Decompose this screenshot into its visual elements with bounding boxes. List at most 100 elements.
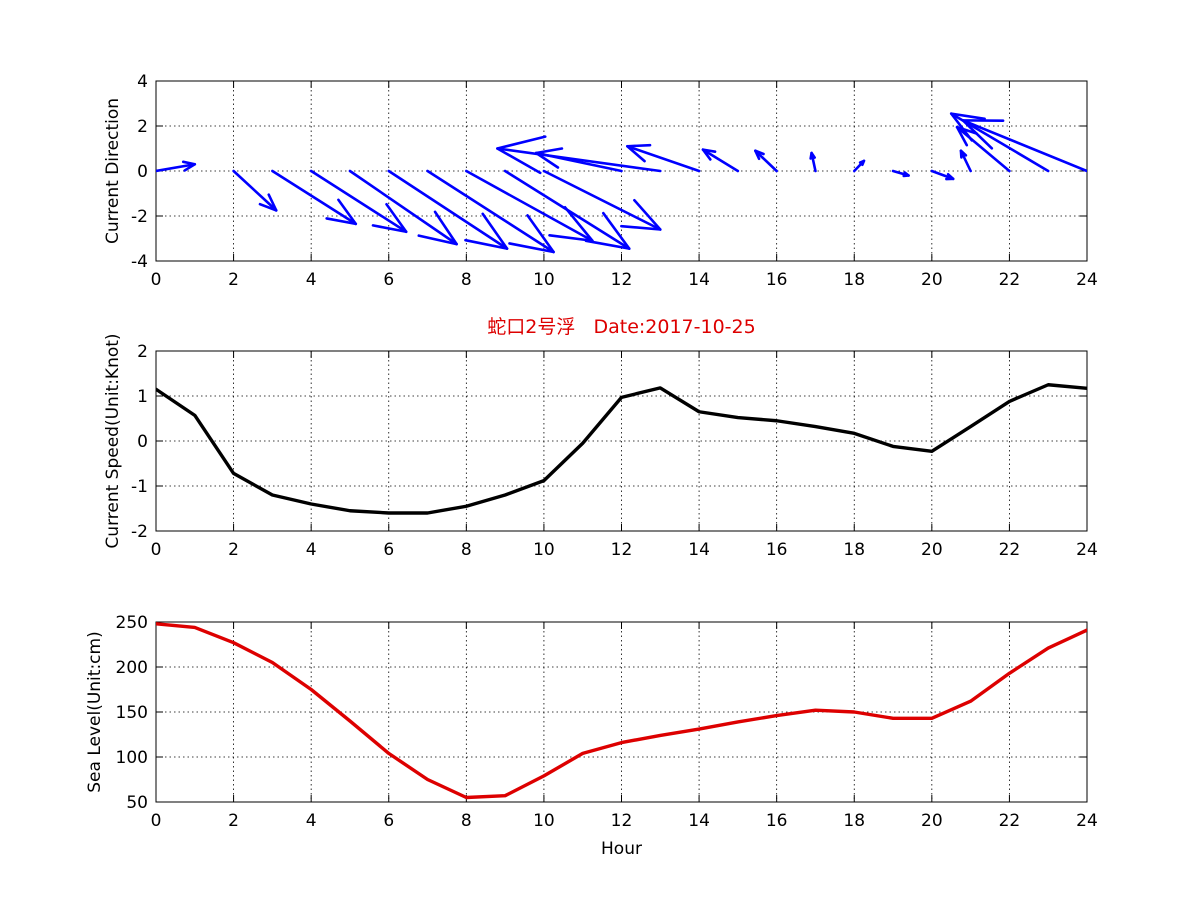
x-tick-label: 2 [228, 811, 239, 831]
current-arrow [232, 169, 278, 212]
x-tick-label: 6 [383, 270, 394, 290]
x-tick-label: 4 [306, 540, 317, 560]
x-tick-label: 18 [843, 811, 865, 831]
current-arrow [626, 143, 701, 173]
arrow-shaft [348, 169, 458, 246]
current-arrow [426, 169, 555, 254]
y-tick-label: 2 [137, 342, 148, 362]
arrow-head [809, 151, 816, 160]
current-arrow [809, 151, 817, 173]
arrow-head [258, 193, 278, 212]
y-tick-label: 150 [116, 703, 148, 723]
arrow-head [961, 119, 1005, 150]
y-tick-label: 200 [116, 658, 148, 678]
arrow-head [620, 198, 662, 231]
x-tick-label: 2 [228, 270, 239, 290]
x-tick-label: 22 [999, 270, 1021, 290]
x-tick-label: 14 [688, 811, 710, 831]
current-arrow [348, 169, 458, 246]
x-tick-label: 10 [533, 270, 555, 290]
x-tick-label: 24 [1076, 270, 1098, 290]
x-tick-label: 12 [611, 270, 633, 290]
arrow-head [626, 143, 652, 163]
y-tick-label: -2 [131, 207, 148, 227]
x-tick-label: 12 [611, 540, 633, 560]
arrow-shaft [503, 169, 631, 250]
y-tick-label: 2 [137, 117, 148, 137]
arrow-shaft [387, 169, 509, 250]
x-tick-label: 20 [921, 811, 943, 831]
current-arrow [961, 119, 1087, 173]
current-arrow [309, 169, 408, 234]
current-arrow [271, 169, 358, 226]
y-tick-label: 50 [126, 793, 148, 813]
current-arrow [496, 135, 662, 175]
x-tick-label: 10 [533, 811, 555, 831]
x-tick-label: 14 [688, 540, 710, 560]
current-arrow [959, 149, 972, 173]
arrow-head [464, 212, 509, 250]
x-tick-label: 0 [151, 270, 162, 290]
arrow-head [701, 148, 717, 161]
x-tick-label: 24 [1076, 811, 1098, 831]
arrow-head [959, 149, 968, 159]
y-tick-label: 4 [137, 72, 148, 92]
arrow-head [181, 160, 197, 172]
current-arrow [156, 160, 197, 173]
x-tick-label: 4 [306, 270, 317, 290]
x-tick-label: 24 [1076, 540, 1098, 560]
current-arrow [542, 169, 662, 231]
arrow-shaft [701, 148, 740, 173]
arrow-shaft [542, 169, 662, 231]
arrow-shaft [309, 169, 408, 234]
current-arrow [754, 149, 778, 173]
current-arrow [701, 148, 740, 173]
arrow-shaft [232, 169, 278, 212]
x-tick-label: 6 [383, 811, 394, 831]
x-tick-label: 16 [766, 540, 788, 560]
series-line [156, 383, 1087, 515]
x-tick-label: 6 [383, 540, 394, 560]
arrow-head [496, 135, 547, 175]
y-axis-label: Current Direction [103, 98, 123, 244]
arrow-shaft [465, 169, 594, 243]
arrow-shaft [156, 162, 197, 173]
x-tick-label: 18 [843, 270, 865, 290]
y-axis-label: Current Speed(Unit:Knot) [103, 333, 123, 548]
x-tick-label: 16 [766, 270, 788, 290]
y-tick-label: 0 [137, 432, 148, 452]
y-tick-label: -4 [131, 252, 148, 272]
x-tick-label: 0 [151, 811, 162, 831]
arrow-head [949, 112, 986, 142]
arrow-head [371, 202, 408, 234]
y-tick-label: 100 [116, 748, 148, 768]
y-tick-label: -2 [131, 522, 148, 542]
x-tick-label: 8 [461, 540, 472, 560]
arrow-head [325, 198, 358, 226]
x-tick-label: 2 [228, 540, 239, 560]
arrow-head [754, 149, 765, 161]
y-tick-label: 250 [116, 613, 148, 633]
current-arrow [387, 169, 509, 250]
current-arrow [852, 159, 866, 173]
x-tick-label: 16 [766, 811, 788, 831]
chart-title: 蛇口2号浮 Date:2017-10-25 [487, 316, 755, 338]
arrow-head [858, 159, 866, 167]
arrow-head [584, 211, 631, 250]
current-arrow [930, 169, 955, 181]
series-line [156, 622, 1087, 800]
arrow-shaft [754, 149, 778, 173]
x-tick-label: 22 [999, 811, 1021, 831]
x-tick-label: 8 [461, 270, 472, 290]
x-tick-label: 20 [921, 270, 943, 290]
x-tick-label: 20 [921, 540, 943, 560]
arrow-shaft [426, 169, 555, 254]
arrow-shaft [626, 144, 701, 173]
arrow-head [902, 171, 910, 178]
y-tick-label: 0 [137, 162, 148, 182]
current-arrow [891, 169, 910, 178]
y-axis-label: Sea Level(Unit:cm) [85, 631, 105, 792]
